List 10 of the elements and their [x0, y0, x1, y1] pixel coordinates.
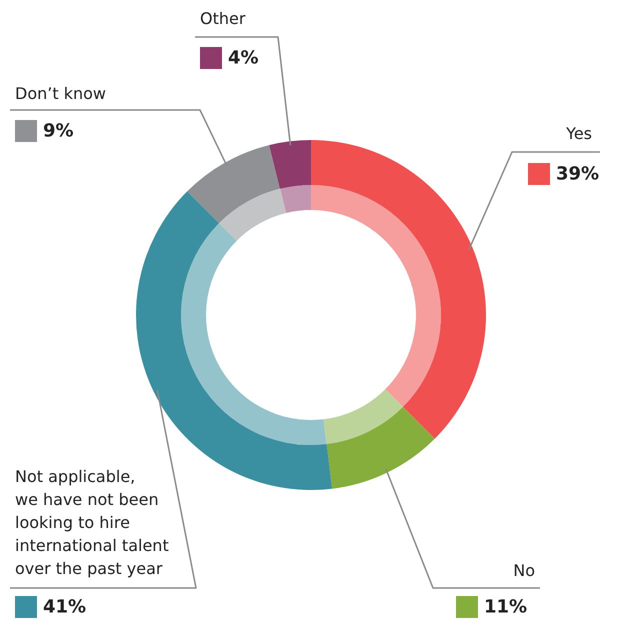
slice-label: Not applicable, we have not been looking to hire international talent over the past year: [15, 467, 169, 578]
data-label: 41%: [43, 596, 86, 618]
slice-label: Yes: [565, 124, 592, 144]
data-label: 4%: [228, 48, 259, 69]
slice-label: Other: [200, 9, 246, 28]
slice-label: Don’t know: [15, 84, 106, 104]
slice-label: No: [513, 561, 535, 580]
data-label: 9%: [43, 120, 74, 142]
data-label: 11%: [484, 596, 528, 618]
data-label: 39%: [556, 164, 600, 185]
